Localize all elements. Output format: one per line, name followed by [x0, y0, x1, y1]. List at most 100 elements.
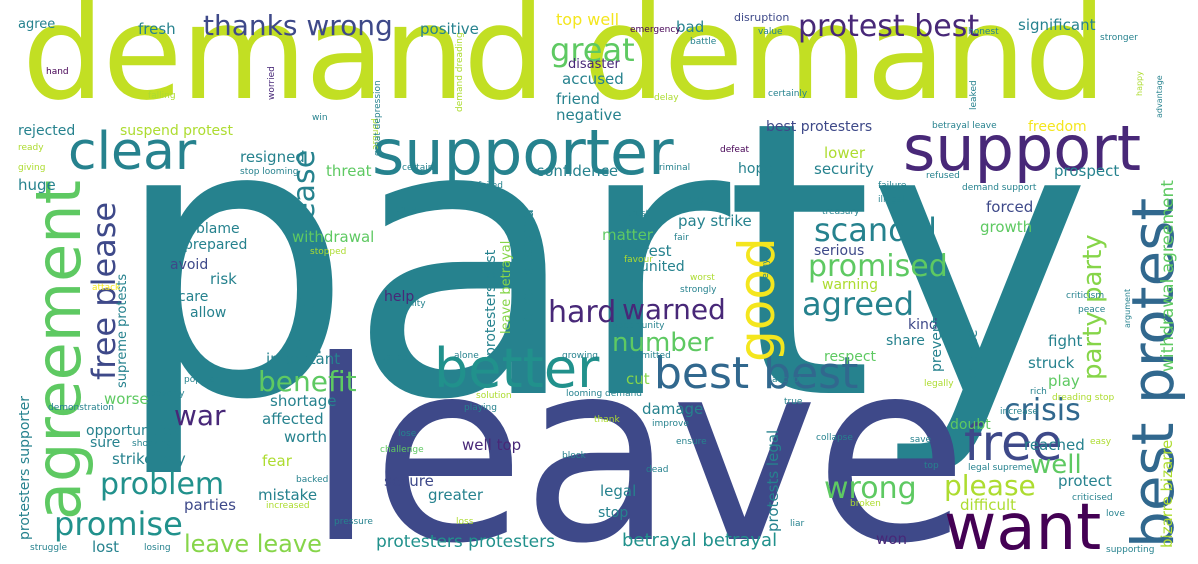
word-dreading-stop: dreading stop	[1052, 393, 1115, 403]
word-trust: trust	[628, 209, 650, 219]
word-challenge: challenge	[380, 445, 424, 455]
word-better: better	[434, 337, 600, 400]
word-criticism: criticism	[1066, 291, 1105, 301]
word-negative: negative	[556, 106, 622, 124]
word-withdrawal-agreement: withdrawal agreement	[1158, 180, 1178, 372]
word-won: won	[876, 530, 907, 548]
word-demand-demand: demand demand	[22, 0, 1107, 129]
word-argument: argument	[1123, 288, 1132, 328]
word-promise: promise	[54, 505, 183, 543]
word-share: share	[886, 333, 925, 349]
word-pressure: pressure	[334, 517, 373, 527]
word-betrayal-betrayal: betrayal betrayal	[622, 530, 778, 551]
word-stronger: stronger	[1100, 33, 1138, 43]
word-struck: struck	[1028, 354, 1075, 372]
word-easy: easy	[1090, 437, 1112, 447]
word-agree: agree	[18, 17, 56, 32]
word-respect: respect	[824, 349, 877, 365]
word-leave-betrayal: leave betrayal	[499, 240, 514, 334]
word-united: united	[640, 259, 685, 275]
word-losing: losing	[144, 543, 171, 553]
word-fear: fear	[262, 452, 292, 470]
word-matter: matter	[602, 226, 653, 244]
word-care: care	[178, 289, 209, 305]
word-justice: justice	[378, 353, 408, 363]
word-prepared: prepared	[184, 237, 248, 253]
word-blame: blame	[196, 221, 240, 237]
word-supporting: supporting	[1106, 545, 1155, 555]
word-help: help	[384, 289, 415, 305]
word-worried: worried	[267, 66, 277, 100]
word-betrayal-leave: betrayal leave	[932, 121, 997, 131]
word-save: save	[910, 435, 932, 445]
word-opportunity: opportunity	[612, 321, 665, 331]
word-best-protesters: best protesters	[766, 119, 873, 135]
word-doubt: doubt	[950, 417, 991, 433]
word-legally: legally	[924, 379, 954, 389]
word-increase: increase	[1000, 407, 1038, 417]
word-supporter: supporter	[372, 116, 674, 189]
word-growing: growing	[562, 351, 598, 361]
word-warned: warned	[622, 293, 726, 326]
word-increased: increased	[266, 501, 310, 511]
word-delay: delay	[654, 93, 679, 103]
word-friend: friend	[556, 90, 600, 108]
word-top: top	[924, 461, 939, 471]
word-sure: sure	[90, 435, 121, 451]
word-significant: significant	[1018, 16, 1096, 34]
word-protect: protect	[1058, 472, 1112, 490]
word-ready: ready	[18, 143, 44, 153]
word-mistake: mistake	[258, 486, 318, 504]
word-emergency: emergency	[630, 25, 681, 35]
word-resigned: resigned	[240, 148, 305, 166]
word-growth: growth	[980, 218, 1033, 236]
word-demand-support: demand support	[962, 183, 1037, 193]
word-lost: lost	[92, 538, 120, 556]
word-avoid: avoid	[170, 257, 209, 273]
word-protesters-supporter: protesters supporter	[17, 395, 33, 540]
word-value: value	[758, 27, 783, 37]
word-improve: improve	[652, 419, 689, 429]
word-damage: damage	[642, 400, 704, 418]
word-liar: liar	[790, 519, 805, 529]
word-demand-dreading: demand dreading	[455, 32, 465, 112]
word-great: great	[550, 31, 635, 69]
word-advantage: advantage	[1155, 75, 1164, 118]
word-loss: loss	[456, 517, 474, 527]
word-defeat: defeat	[720, 145, 749, 155]
word-confidence: confidence	[536, 162, 619, 180]
word-strongly: strongly	[680, 285, 717, 295]
word-clear: clear	[68, 122, 197, 182]
word-suspend-protest: suspend protest	[120, 123, 233, 139]
word-strike-pay: strike pay	[112, 450, 186, 468]
word-protesters-protesters: protesters protesters	[376, 532, 555, 552]
word-certainly: certainly	[768, 89, 808, 99]
word-good: good	[728, 237, 786, 362]
word-scandal: scandal	[814, 211, 937, 249]
word-fresh: fresh	[138, 20, 176, 38]
word-lies: lies	[680, 193, 704, 209]
word-protest-suspend: protest suspend	[518, 208, 537, 338]
word-protest-best: protest best	[798, 9, 980, 44]
word-shortage: shortage	[270, 392, 337, 410]
word-forced: forced	[986, 198, 1034, 216]
word-criticised: criticised	[1072, 493, 1113, 503]
word-struggle: struggle	[30, 543, 68, 553]
word-well: well	[1030, 450, 1082, 480]
word-freedom: freedom	[1028, 119, 1087, 135]
word-hope: hope	[738, 161, 773, 177]
word-playing: playing	[464, 403, 497, 413]
word-threat: threat	[326, 162, 372, 180]
word-reached: reached	[1024, 436, 1085, 454]
word-kind: kind	[908, 317, 938, 333]
word-worst: worst	[690, 273, 715, 283]
word-accused: accused	[562, 70, 624, 88]
word-failure: failure	[878, 181, 907, 191]
word-admitted: admitted	[630, 351, 671, 361]
word-withdrawal: withdrawal	[292, 228, 375, 246]
word-fight: fight	[1048, 332, 1083, 350]
word-honest: honest	[968, 27, 999, 37]
word-hard: hard	[548, 295, 617, 330]
word-accept: accept	[772, 375, 803, 385]
word-legal: legal	[600, 482, 637, 500]
